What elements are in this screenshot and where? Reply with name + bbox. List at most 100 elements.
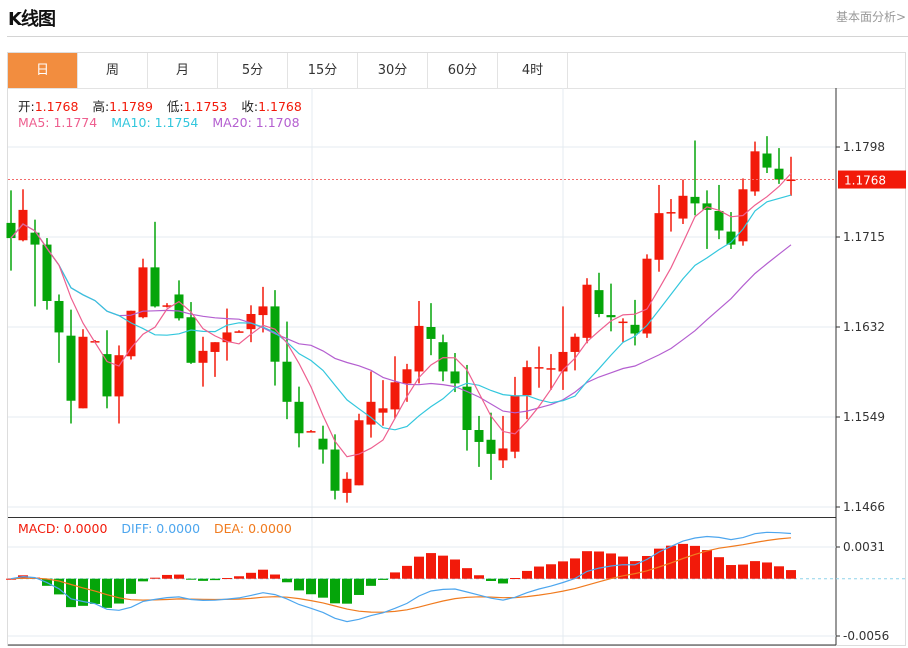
macd-histogram-bar xyxy=(714,557,724,579)
candle-up xyxy=(210,342,220,352)
candle-up xyxy=(18,209,28,241)
macd-histogram-bar xyxy=(258,569,268,579)
candle-down xyxy=(474,430,484,442)
tab-month[interactable]: 月 xyxy=(148,53,218,88)
high-value: 1.1789 xyxy=(109,99,153,114)
macd-histogram-bar xyxy=(54,578,64,595)
candle-down xyxy=(630,324,640,334)
tab-day[interactable]: 日 xyxy=(8,53,78,88)
macd-histogram-bar xyxy=(114,578,124,604)
tab-30min[interactable]: 30分 xyxy=(358,53,428,88)
macd-histogram-bar xyxy=(546,564,556,579)
macd-histogram-bar xyxy=(126,578,136,594)
dea-line xyxy=(10,537,792,613)
macd-histogram-bar xyxy=(270,574,280,579)
price-tick-label: 1.1632 xyxy=(843,320,885,334)
candle-up xyxy=(510,395,520,452)
candle-down xyxy=(102,354,112,397)
macd-histogram-bar xyxy=(78,578,88,606)
ohlc-legend: 开:1.1768 高:1.1789 低:1.1753 收:1.1768 xyxy=(18,96,312,115)
candle-up xyxy=(390,382,400,410)
macd-histogram-bar xyxy=(570,558,580,579)
macd-histogram-bar xyxy=(222,578,232,580)
candle-up xyxy=(246,313,256,330)
candle-down xyxy=(714,210,724,231)
candle-up xyxy=(306,431,316,433)
candle-up xyxy=(750,151,760,192)
low-label: 低: xyxy=(166,99,184,114)
tab-60min[interactable]: 60分 xyxy=(428,53,498,88)
candle-up xyxy=(618,321,628,324)
candle-down xyxy=(6,222,16,239)
macd-histogram-bar xyxy=(306,578,316,595)
candle-up xyxy=(642,258,652,334)
macd-histogram-bar xyxy=(282,578,292,583)
diff-line xyxy=(10,531,792,623)
macd-histogram-bar xyxy=(330,578,340,604)
macd-histogram-bar xyxy=(522,570,532,579)
macd-histogram-bar xyxy=(378,578,388,580)
macd-histogram-bar xyxy=(210,578,220,581)
candle-down xyxy=(42,244,52,301)
tab-week[interactable]: 周 xyxy=(78,53,148,88)
tab-15min[interactable]: 15分 xyxy=(288,53,358,88)
last-price-label: 1.1768 xyxy=(844,174,886,188)
candle-down xyxy=(174,294,184,319)
candle-up xyxy=(546,368,556,370)
fundamental-analysis-link[interactable]: 基本面分析> xyxy=(835,10,906,24)
macd-histogram-bar xyxy=(150,577,160,579)
period-tabs: 日 周 月 5分 15分 30分 60分 4时 xyxy=(8,53,906,89)
candle-up xyxy=(654,213,664,260)
macd-legend-value: MACD: 0.0000 xyxy=(18,521,108,536)
candle-up xyxy=(534,367,544,369)
candle-up xyxy=(366,401,376,425)
candle-up xyxy=(570,336,580,352)
candle-up xyxy=(78,336,88,409)
last-price-badge xyxy=(838,170,906,189)
candle-up xyxy=(522,367,532,396)
page-title: K线图 xyxy=(8,9,56,30)
open-value: 1.1768 xyxy=(34,99,79,114)
macd-tick-label: -0.0056 xyxy=(843,629,889,643)
candle-down xyxy=(774,168,784,180)
macd-histogram-bar xyxy=(498,578,508,584)
tab-5min[interactable]: 5分 xyxy=(218,53,288,88)
macd-histogram-bar xyxy=(702,550,712,579)
macd-histogram-bar xyxy=(474,575,484,579)
low-value: 1.1753 xyxy=(183,99,228,114)
candle-up xyxy=(558,351,568,372)
ma5-legend: MA5: 1.1774 xyxy=(18,115,98,130)
macd-histogram-bar xyxy=(726,565,736,579)
ma5-line xyxy=(10,173,792,458)
candle-down xyxy=(438,342,448,372)
candle-down xyxy=(726,231,736,245)
candle-up xyxy=(666,212,676,214)
diff-legend-value: DIFF: 0.0000 xyxy=(121,521,201,536)
candle-up xyxy=(222,332,232,343)
macd-histogram-bar xyxy=(414,556,424,579)
macd-histogram-bar xyxy=(666,545,676,579)
candle-up xyxy=(258,306,268,316)
macd-histogram-bar xyxy=(462,568,472,579)
macd-histogram-bar xyxy=(762,562,772,579)
candle-up xyxy=(126,310,136,357)
macd-histogram-bar xyxy=(6,578,16,580)
macd-histogram-bar xyxy=(138,578,148,582)
macd-histogram-bar xyxy=(654,548,664,579)
candle-up xyxy=(378,408,388,413)
macd-histogram-bar xyxy=(678,543,688,579)
macd-histogram-bar xyxy=(402,565,412,579)
candle-down xyxy=(762,153,772,168)
candle-up xyxy=(498,448,508,461)
candle-down xyxy=(594,290,604,314)
candle-down xyxy=(318,438,328,450)
tab-4hour[interactable]: 4时 xyxy=(498,53,568,88)
macd-histogram-bar xyxy=(354,578,364,595)
macd-histogram-bar xyxy=(642,555,652,579)
macd-histogram-bar xyxy=(102,578,112,608)
macd-histogram-bar xyxy=(438,555,448,579)
macd-histogram-bar xyxy=(318,578,328,598)
macd-histogram-bar xyxy=(174,574,184,579)
candle-down xyxy=(606,315,616,318)
